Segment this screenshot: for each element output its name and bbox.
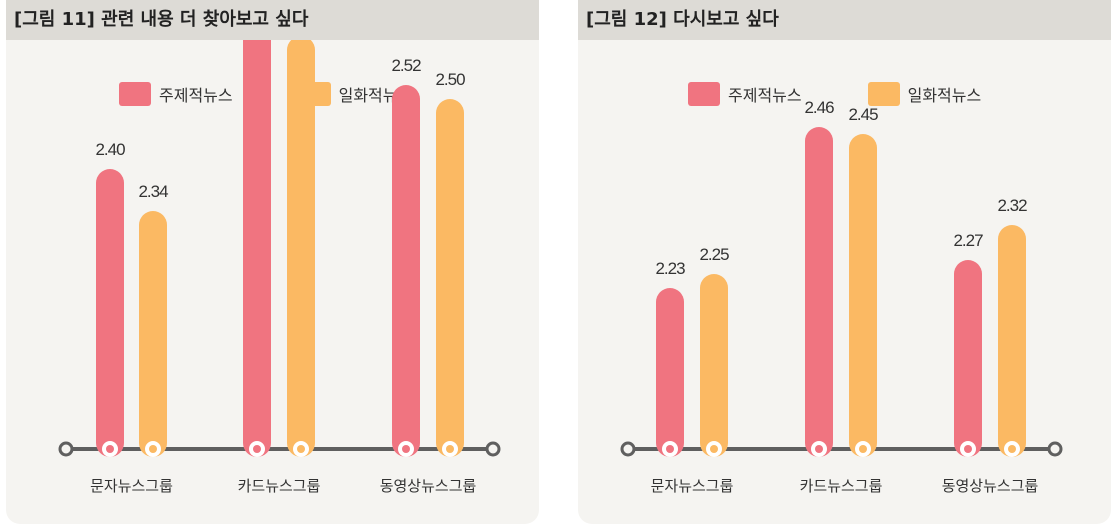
chart-title: [그림 12] 다시보고 싶다 [578,0,1111,40]
axis-end-cap [485,441,501,457]
value-label: 2.27 [953,231,983,250]
bar-base-dot [297,445,305,453]
bar-chart: 2.402.622.522.342.592.50문자뉴스그룹카드뉴스그룹동영상뉴… [58,40,501,495]
bar-base-dot [964,445,972,453]
bar-daily-1 [700,274,728,457]
category-label: 카드뉴스그룹 [800,477,883,495]
chart-legend: 주제적뉴스 일화적뉴스 [688,82,981,106]
chart-panel-2: [그림 12] 다시보고 싶다 주제적뉴스 일화적뉴스 2.23 2.46 2.27… [578,0,1111,524]
bar-base-dot [710,445,718,453]
value-label: 2.45 [848,105,878,124]
bar-base-dot [149,445,157,453]
legend-label-topic: 주제적뉴스 [728,86,802,105]
value-label: 2.34 [138,182,168,201]
bar-base-dot [1008,445,1016,453]
news-icon [688,82,720,106]
bar-base-dot [446,445,454,453]
bar-daily-2 [287,40,315,457]
bar-topic-3 [954,260,982,457]
bar-base-dot [402,445,410,453]
bar-base-dot [666,445,674,453]
category-label: 문자뉴스그룹 [90,477,173,495]
axis-end-cap [620,441,636,457]
news-icon [867,82,900,106]
bar-base-dot [253,445,261,453]
bar-base-dot [815,445,823,453]
value-label: 2.46 [804,98,834,117]
bar-topic-2 [243,40,271,457]
bar-base-dot [859,445,867,453]
bar-chart: 2.23 2.46 2.27 2.25 2.45 2.32 문자뉴스그룹 카드뉴스그룹 동영상뉴… [620,98,1063,495]
category-label: 동영상뉴스그룹 [942,477,1039,495]
bar-daily-3 [436,99,464,457]
chart-title: [그림 11] 관련 내용 더 찾아보고 싶다 [6,0,539,40]
legend-label-daily: 일화적뉴스 [907,86,982,105]
bar-base-dot [106,445,114,453]
category-label: 동영상뉴스그룹 [380,477,477,495]
value-label: 2.40 [95,140,125,159]
axis-end-cap [1047,441,1063,457]
chart-panel-1: [그림 11] 관련 내용 더 찾아보고 싶다 주제적뉴스 일화적뉴스 2.40… [6,0,539,524]
category-label: 카드뉴스그룹 [238,477,321,495]
category-label: 문자뉴스그룹 [651,477,734,495]
bar-topic-3 [392,85,420,457]
bar-topic-2 [805,127,833,457]
value-label: 2.50 [435,70,465,89]
news-icon [119,82,151,106]
bar-daily-2 [849,134,877,457]
bar-daily-3 [998,225,1026,457]
legend-label-topic: 주제적뉴스 [159,86,233,105]
bar-topic-1 [656,288,684,457]
value-label: 2.32 [997,196,1027,215]
value-label: 2.23 [655,259,685,278]
bar-topic-1 [96,169,124,457]
value-label: 2.52 [391,56,421,75]
axis-end-cap [58,441,74,457]
value-label: 2.25 [699,245,729,264]
bar-daily-1 [139,211,167,457]
